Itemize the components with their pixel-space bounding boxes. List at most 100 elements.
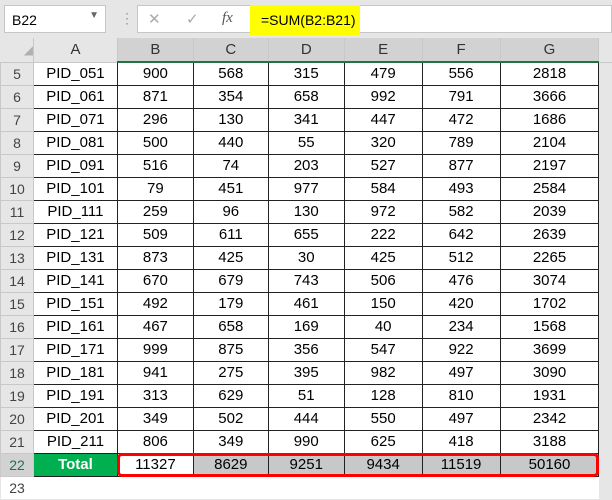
- cell-A8[interactable]: PID_081: [32, 130, 118, 155]
- row-header[interactable]: 12: [0, 222, 34, 247]
- cell-F10[interactable]: 493: [421, 176, 501, 201]
- cell-A18[interactable]: PID_181: [32, 360, 118, 385]
- row-header[interactable]: 21: [0, 429, 34, 454]
- cell-E15[interactable]: 150: [343, 291, 423, 316]
- cell-F20[interactable]: 497: [421, 406, 501, 431]
- cell-B6[interactable]: 871: [116, 84, 194, 109]
- cell-C10[interactable]: 451: [192, 176, 269, 201]
- cell-A20[interactable]: PID_201: [32, 406, 118, 431]
- cell-E10[interactable]: 584: [343, 176, 423, 201]
- cell-F18[interactable]: 497: [421, 360, 501, 385]
- cancel-icon[interactable]: ✕: [148, 11, 161, 28]
- cell-A12[interactable]: PID_121: [32, 222, 118, 247]
- cell-E18[interactable]: 982: [343, 360, 423, 385]
- cell-D17[interactable]: 356: [267, 337, 345, 362]
- cell-F16[interactable]: 234: [421, 314, 501, 339]
- column-header-B[interactable]: B: [117, 38, 194, 63]
- cell-C16[interactable]: 658: [192, 314, 269, 339]
- row-header[interactable]: 7: [0, 107, 34, 132]
- cell-D15[interactable]: 461: [267, 291, 345, 316]
- total-cell-E[interactable]: 9434: [343, 452, 423, 477]
- column-header-G[interactable]: G: [500, 38, 600, 63]
- cell-G21[interactable]: 3188: [499, 429, 600, 454]
- row-header[interactable]: 17: [0, 337, 34, 362]
- row-header[interactable]: 18: [0, 360, 34, 385]
- cell-A17[interactable]: PID_171: [32, 337, 118, 362]
- total-cell-B[interactable]: 11327: [116, 452, 194, 477]
- cell-C12[interactable]: 611: [192, 222, 269, 247]
- cell-F7[interactable]: 472: [421, 107, 501, 132]
- cell-B12[interactable]: 509: [116, 222, 194, 247]
- cell-F6[interactable]: 791: [421, 84, 501, 109]
- empty-cell[interactable]: [33, 476, 118, 499]
- cell-G15[interactable]: 1702: [499, 291, 600, 316]
- total-cell-D[interactable]: 9251: [267, 452, 345, 477]
- cell-F12[interactable]: 642: [421, 222, 501, 247]
- empty-cell[interactable]: [500, 476, 599, 499]
- cell-A21[interactable]: PID_211: [32, 429, 118, 454]
- row-header[interactable]: 20: [0, 406, 34, 431]
- cell-A7[interactable]: PID_071: [32, 107, 118, 132]
- cell-A10[interactable]: PID_101: [32, 176, 118, 201]
- cell-G19[interactable]: 1931: [499, 383, 600, 408]
- cell-E16[interactable]: 40: [343, 314, 423, 339]
- cell-G6[interactable]: 3666: [499, 84, 600, 109]
- cell-B5[interactable]: 900: [116, 61, 194, 86]
- row-header[interactable]: 23: [0, 476, 34, 499]
- cell-G10[interactable]: 2584: [499, 176, 600, 201]
- cell-G13[interactable]: 2265: [499, 245, 600, 270]
- cell-E9[interactable]: 527: [343, 153, 423, 178]
- total-label[interactable]: Total: [32, 452, 118, 477]
- cell-E11[interactable]: 972: [343, 199, 423, 224]
- cell-B17[interactable]: 999: [116, 337, 194, 362]
- cell-F13[interactable]: 512: [421, 245, 501, 270]
- cell-B19[interactable]: 313: [116, 383, 194, 408]
- row-header[interactable]: 11: [0, 199, 34, 224]
- cell-A6[interactable]: PID_061: [32, 84, 118, 109]
- cell-D20[interactable]: 444: [267, 406, 345, 431]
- cell-C20[interactable]: 502: [192, 406, 269, 431]
- cell-F15[interactable]: 420: [421, 291, 501, 316]
- cell-F21[interactable]: 418: [421, 429, 501, 454]
- cell-B9[interactable]: 516: [116, 153, 194, 178]
- cell-F9[interactable]: 877: [421, 153, 501, 178]
- cell-A9[interactable]: PID_091: [32, 153, 118, 178]
- cell-F11[interactable]: 582: [421, 199, 501, 224]
- cell-D10[interactable]: 977: [267, 176, 345, 201]
- cell-D16[interactable]: 169: [267, 314, 345, 339]
- empty-cell[interactable]: [422, 476, 501, 499]
- cell-A15[interactable]: PID_151: [32, 291, 118, 316]
- cell-B14[interactable]: 670: [116, 268, 194, 293]
- empty-cell[interactable]: [344, 476, 423, 499]
- column-header-D[interactable]: D: [268, 38, 345, 63]
- cell-F14[interactable]: 476: [421, 268, 501, 293]
- row-header[interactable]: 22: [0, 452, 34, 477]
- column-header-F[interactable]: F: [422, 38, 501, 63]
- cell-C13[interactable]: 425: [192, 245, 269, 270]
- cell-D11[interactable]: 130: [267, 199, 345, 224]
- cell-G20[interactable]: 2342: [499, 406, 600, 431]
- cell-G5[interactable]: 2818: [499, 61, 600, 86]
- row-header[interactable]: 6: [0, 84, 34, 109]
- empty-cell[interactable]: [193, 476, 269, 499]
- cell-B13[interactable]: 873: [116, 245, 194, 270]
- name-box[interactable]: B22 ▼: [4, 5, 106, 33]
- cell-F5[interactable]: 556: [421, 61, 501, 86]
- cell-B7[interactable]: 296: [116, 107, 194, 132]
- fx-icon[interactable]: fx: [222, 10, 233, 26]
- empty-cell[interactable]: [268, 476, 345, 499]
- cell-B15[interactable]: 492: [116, 291, 194, 316]
- cell-D13[interactable]: 30: [267, 245, 345, 270]
- cell-D18[interactable]: 395: [267, 360, 345, 385]
- cell-D9[interactable]: 203: [267, 153, 345, 178]
- cell-G16[interactable]: 1568: [499, 314, 600, 339]
- cell-E19[interactable]: 128: [343, 383, 423, 408]
- cell-D7[interactable]: 341: [267, 107, 345, 132]
- cell-E20[interactable]: 550: [343, 406, 423, 431]
- cell-B21[interactable]: 806: [116, 429, 194, 454]
- row-header[interactable]: 9: [0, 153, 34, 178]
- cell-D19[interactable]: 51: [267, 383, 345, 408]
- cell-A14[interactable]: PID_141: [32, 268, 118, 293]
- cell-D21[interactable]: 990: [267, 429, 345, 454]
- column-header-C[interactable]: C: [193, 38, 269, 63]
